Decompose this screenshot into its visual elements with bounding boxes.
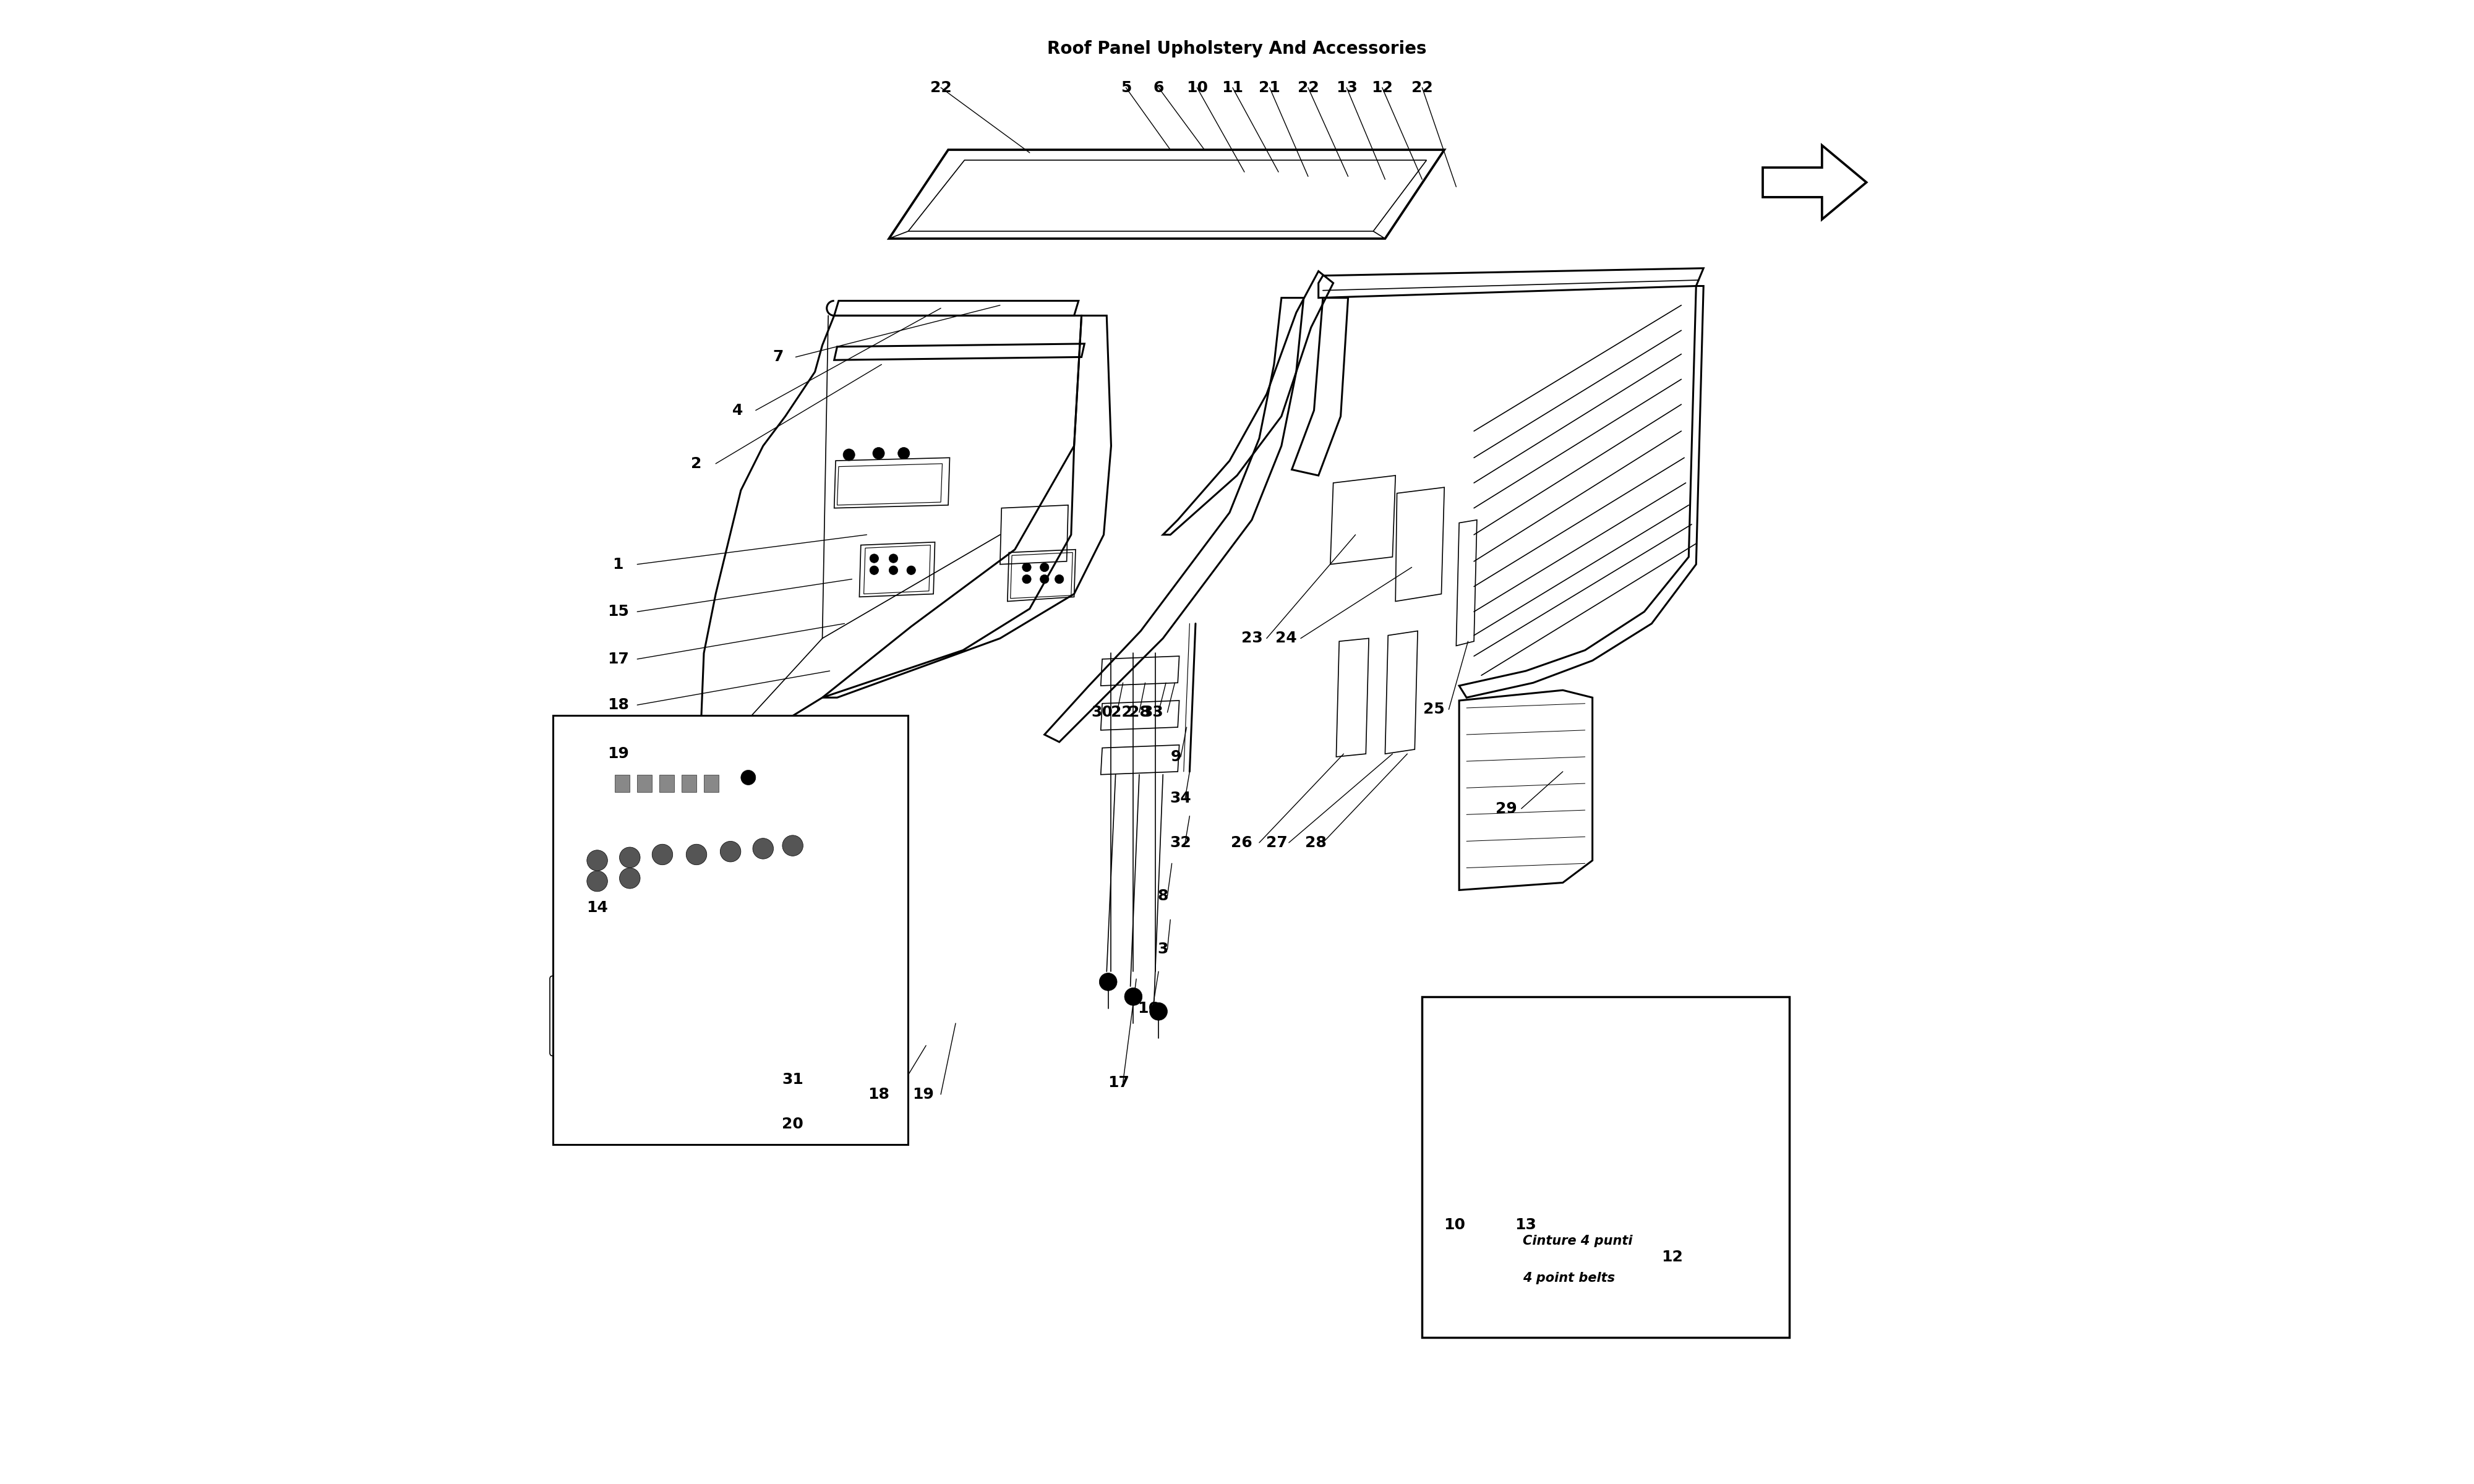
Text: 18: 18 xyxy=(868,1086,888,1101)
Text: 17: 17 xyxy=(606,651,628,666)
Circle shape xyxy=(1022,574,1032,583)
Bar xyxy=(1423,997,1789,1337)
Circle shape xyxy=(586,850,609,871)
Text: 4 point belts: 4 point belts xyxy=(1524,1272,1616,1284)
Circle shape xyxy=(908,565,915,574)
Text: 10: 10 xyxy=(1185,80,1207,95)
Circle shape xyxy=(586,871,609,892)
Text: 22: 22 xyxy=(1296,80,1319,95)
Circle shape xyxy=(898,447,910,459)
Circle shape xyxy=(618,868,641,889)
Text: 20: 20 xyxy=(782,1116,804,1131)
Circle shape xyxy=(782,835,804,856)
Circle shape xyxy=(871,565,878,574)
Bar xyxy=(552,715,908,1144)
Text: 19: 19 xyxy=(913,1086,933,1101)
Text: 6: 6 xyxy=(1153,80,1163,95)
Text: 22: 22 xyxy=(1410,80,1432,95)
Text: 9: 9 xyxy=(1170,749,1183,764)
Text: 4: 4 xyxy=(732,404,742,418)
Text: 2: 2 xyxy=(690,456,703,470)
Text: 8: 8 xyxy=(1158,889,1168,904)
Text: 23: 23 xyxy=(1242,631,1262,646)
Circle shape xyxy=(685,844,708,865)
Text: 10: 10 xyxy=(1445,1217,1465,1232)
Text: 12: 12 xyxy=(1371,80,1393,95)
Text: 17: 17 xyxy=(1108,1074,1128,1089)
Circle shape xyxy=(888,554,898,562)
Text: 11: 11 xyxy=(1222,80,1244,95)
Text: 5: 5 xyxy=(1121,80,1131,95)
Text: 26: 26 xyxy=(1230,835,1252,850)
Circle shape xyxy=(740,770,755,785)
Circle shape xyxy=(1150,1003,1168,1021)
Text: 27: 27 xyxy=(1267,835,1289,850)
Text: 19: 19 xyxy=(606,746,628,761)
Text: 13: 13 xyxy=(1514,1217,1536,1232)
Circle shape xyxy=(873,447,886,459)
Circle shape xyxy=(888,565,898,574)
Text: 14: 14 xyxy=(586,901,609,916)
Text: 29: 29 xyxy=(1497,801,1517,816)
Bar xyxy=(705,775,717,792)
Circle shape xyxy=(871,554,878,562)
Text: 32: 32 xyxy=(1170,835,1192,850)
Circle shape xyxy=(1022,562,1032,571)
Text: 30: 30 xyxy=(1091,705,1113,720)
Text: 33: 33 xyxy=(1143,705,1163,720)
Circle shape xyxy=(653,844,673,865)
Text: Roof Panel Upholstery And Accessories: Roof Panel Upholstery And Accessories xyxy=(1047,40,1427,58)
Text: 34: 34 xyxy=(1170,791,1192,806)
Text: 15: 15 xyxy=(606,604,628,619)
Bar xyxy=(638,775,653,792)
Bar xyxy=(661,775,675,792)
Text: 13: 13 xyxy=(1336,80,1358,95)
Text: 28: 28 xyxy=(1128,705,1150,720)
Text: 21: 21 xyxy=(1259,80,1282,95)
Text: 24: 24 xyxy=(1274,631,1296,646)
Circle shape xyxy=(618,847,641,868)
Text: 31: 31 xyxy=(782,1071,804,1086)
Circle shape xyxy=(1098,974,1118,991)
Text: 25: 25 xyxy=(1423,702,1445,717)
Text: 7: 7 xyxy=(772,350,784,365)
Circle shape xyxy=(1039,574,1049,583)
Text: Cinture 4 punti: Cinture 4 punti xyxy=(1524,1235,1633,1247)
Text: 22: 22 xyxy=(930,80,952,95)
Circle shape xyxy=(844,448,856,460)
Bar xyxy=(616,775,631,792)
Text: 28: 28 xyxy=(1304,835,1326,850)
Text: 22: 22 xyxy=(1111,705,1133,720)
Text: 16: 16 xyxy=(1138,1002,1158,1017)
Text: 12: 12 xyxy=(1663,1250,1682,1264)
FancyBboxPatch shape xyxy=(549,976,581,1057)
Text: 3: 3 xyxy=(1158,942,1168,957)
Circle shape xyxy=(1054,574,1064,583)
Circle shape xyxy=(752,838,774,859)
Text: 18: 18 xyxy=(606,697,628,712)
Text: 1: 1 xyxy=(614,556,623,571)
Circle shape xyxy=(1039,562,1049,571)
Circle shape xyxy=(720,841,740,862)
Circle shape xyxy=(1126,988,1143,1006)
Bar xyxy=(683,775,698,792)
